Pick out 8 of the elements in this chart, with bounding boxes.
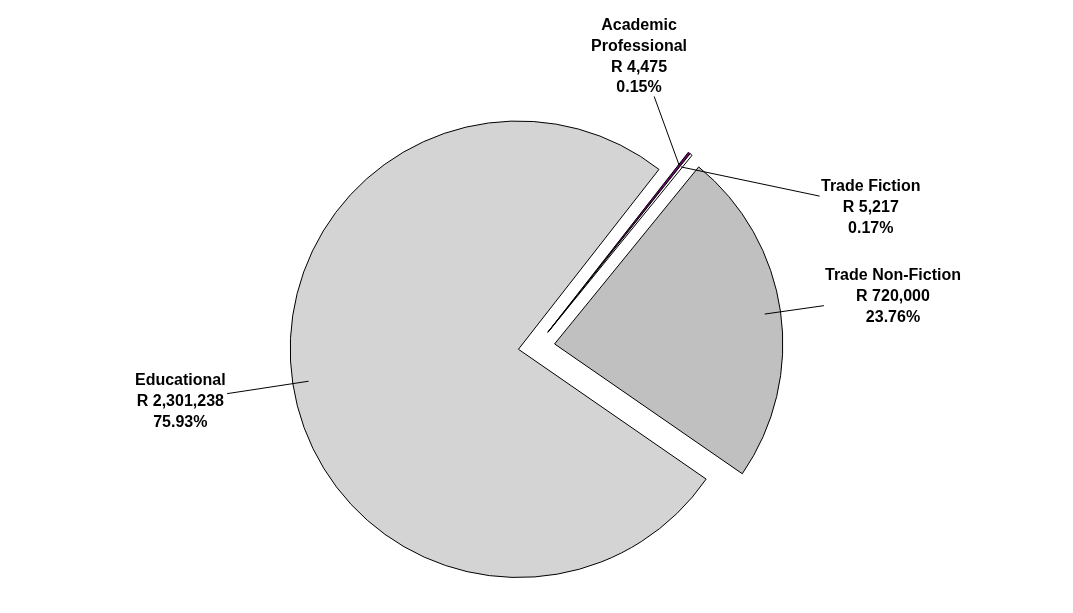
- slice-label: Educational: [135, 371, 226, 388]
- slice-label: Trade Fiction: [821, 177, 921, 194]
- data-label: R 5,217 0.17%: [842, 197, 899, 236]
- data-label: R 2,301,238 75.93%: [136, 391, 225, 430]
- data-label: R 4,475 0.15%: [610, 57, 668, 96]
- slice-label: Trade Non-Fiction: [825, 266, 961, 283]
- data-label: R 720,000 23.76%: [856, 286, 931, 325]
- slice-label: Academic Professional: [591, 16, 688, 54]
